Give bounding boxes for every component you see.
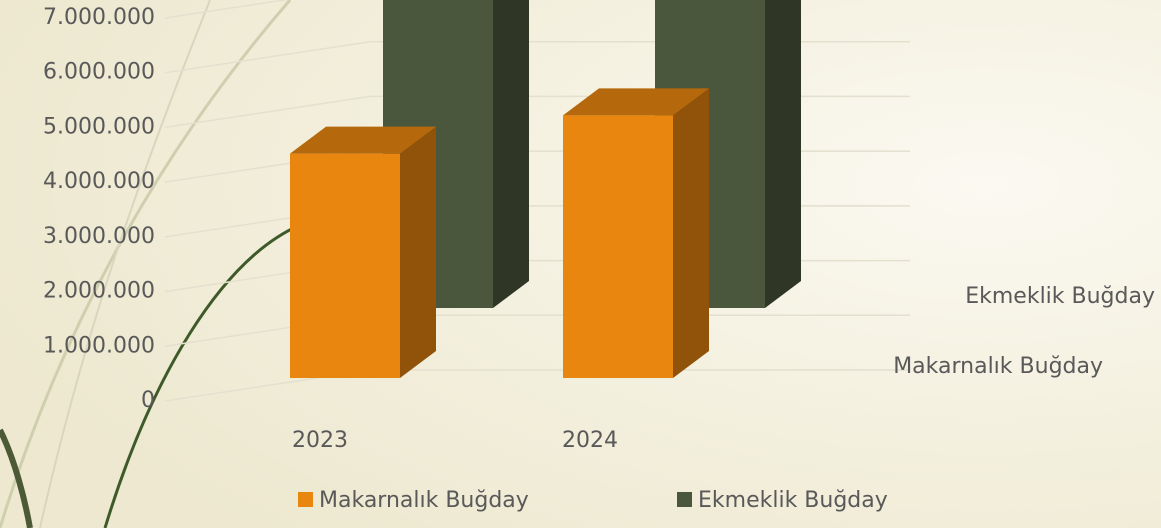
- y-tick-label: 2.000.000: [43, 279, 155, 304]
- legend-label: Ekmeklik Buğday: [698, 488, 888, 513]
- depth-label: Makarnalık Buğday: [893, 354, 1103, 379]
- bar-front: [290, 154, 400, 378]
- bar-side: [493, 0, 529, 308]
- y-tick-label: 6.000.000: [43, 60, 155, 85]
- y-tick-label: 5.000.000: [43, 114, 155, 139]
- page: {"chart_data": {"type": "bar3d", "catego…: [0, 0, 1161, 528]
- x-tick-label: 2024: [562, 428, 618, 453]
- y-tick-label: 3.000.000: [43, 224, 155, 249]
- bar-side: [765, 0, 801, 308]
- chart: 0 1.000.000 2.000.000 3.000.000 4.000.000 5.0…: [0, 0, 1161, 528]
- y-tick-label: 4.000.000: [43, 169, 155, 194]
- y-tick-label: 7.000.000: [43, 5, 155, 30]
- y-tick-label: 1.000.000: [43, 333, 155, 358]
- legend-label: Makarnalık Buğday: [319, 488, 529, 513]
- bar-side: [400, 127, 436, 378]
- legend-swatch: [298, 492, 313, 507]
- x-tick-label: 2023: [292, 428, 348, 453]
- bar: [290, 127, 436, 378]
- bar-front: [563, 115, 673, 378]
- bar-side: [673, 88, 709, 378]
- legend-swatch: [677, 492, 692, 507]
- depth-label: Ekmeklik Buğday: [965, 284, 1155, 309]
- y-tick-label: 0: [141, 388, 155, 413]
- bar: [563, 88, 709, 378]
